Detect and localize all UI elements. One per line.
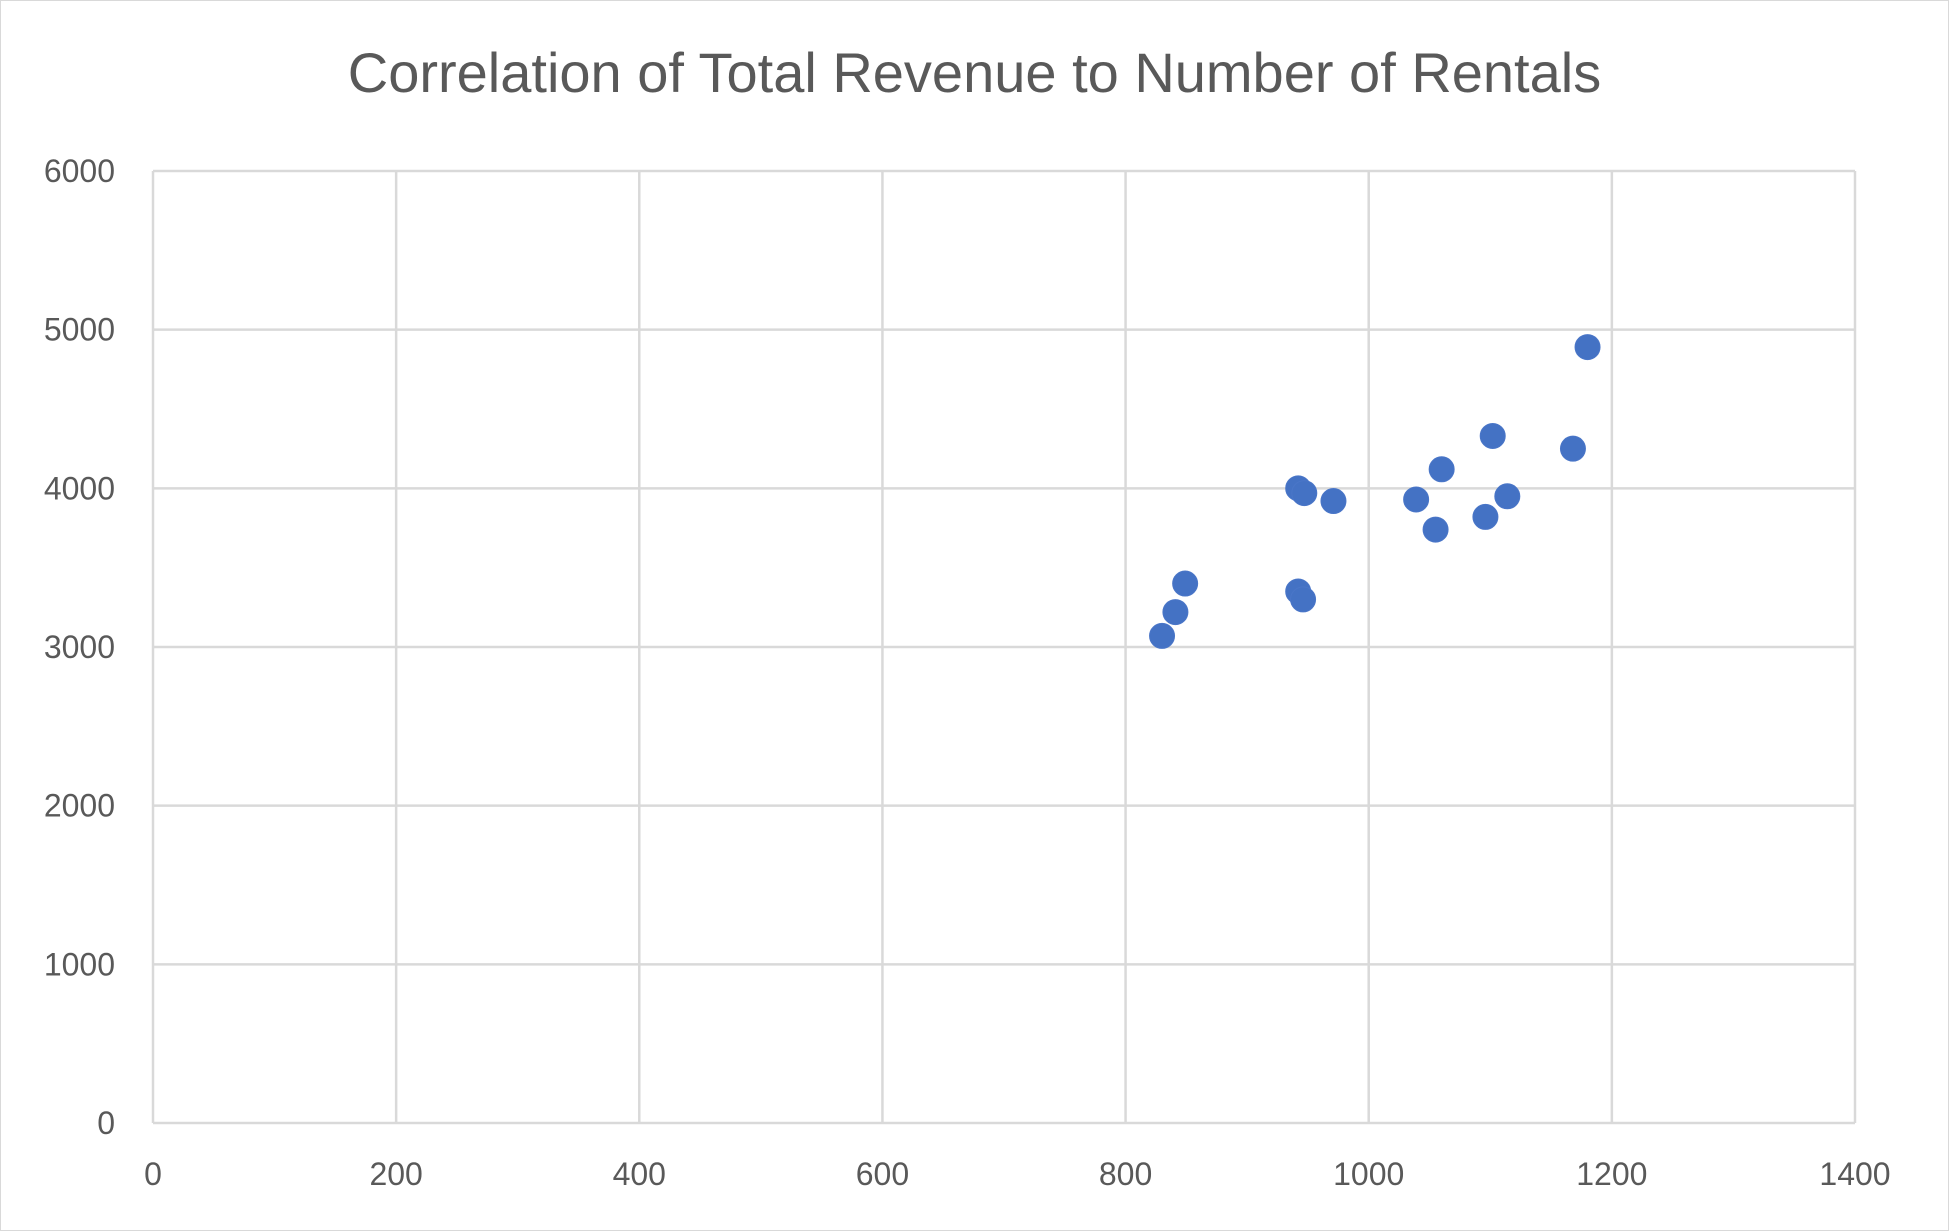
x-tick-label: 1400 [1819,1156,1890,1192]
data-point [1172,570,1199,597]
y-tick-label: 3000 [44,629,115,665]
x-tick-label: 600 [856,1156,909,1192]
x-tick-label: 0 [144,1156,162,1192]
data-point [1162,599,1189,626]
data-point [1479,422,1506,449]
data-point [1290,586,1317,613]
x-tick-label: 800 [1099,1156,1152,1192]
data-point [1428,456,1455,483]
data-point [1149,622,1176,649]
x-tick-label: 400 [613,1156,666,1192]
data-point [1320,488,1347,515]
data-point [1291,480,1318,507]
y-tick-label: 6000 [44,153,115,189]
data-point [1422,516,1449,543]
data-points [1149,334,1601,649]
data-point [1494,483,1521,510]
x-tick-label: 1000 [1333,1156,1404,1192]
data-point [1472,503,1499,530]
data-point [1574,334,1601,361]
y-tick-label: 5000 [44,312,115,348]
y-axis-ticks: 0 1000 2000 3000 4000 5000 6000 [44,153,115,1141]
data-point [1403,486,1430,513]
chart-title: Correlation of Total Revenue to Number o… [347,41,1602,104]
y-tick-label: 2000 [44,788,115,824]
y-tick-label: 1000 [44,946,115,982]
y-tick-label: 0 [97,1105,115,1141]
gridlines [151,169,1857,1125]
data-point [1559,435,1586,462]
x-tick-label: 200 [369,1156,422,1192]
x-axis-ticks: 0 200 400 600 800 1000 1200 1400 [144,1156,1890,1192]
x-tick-label: 1200 [1576,1156,1647,1192]
y-tick-label: 4000 [44,470,115,506]
